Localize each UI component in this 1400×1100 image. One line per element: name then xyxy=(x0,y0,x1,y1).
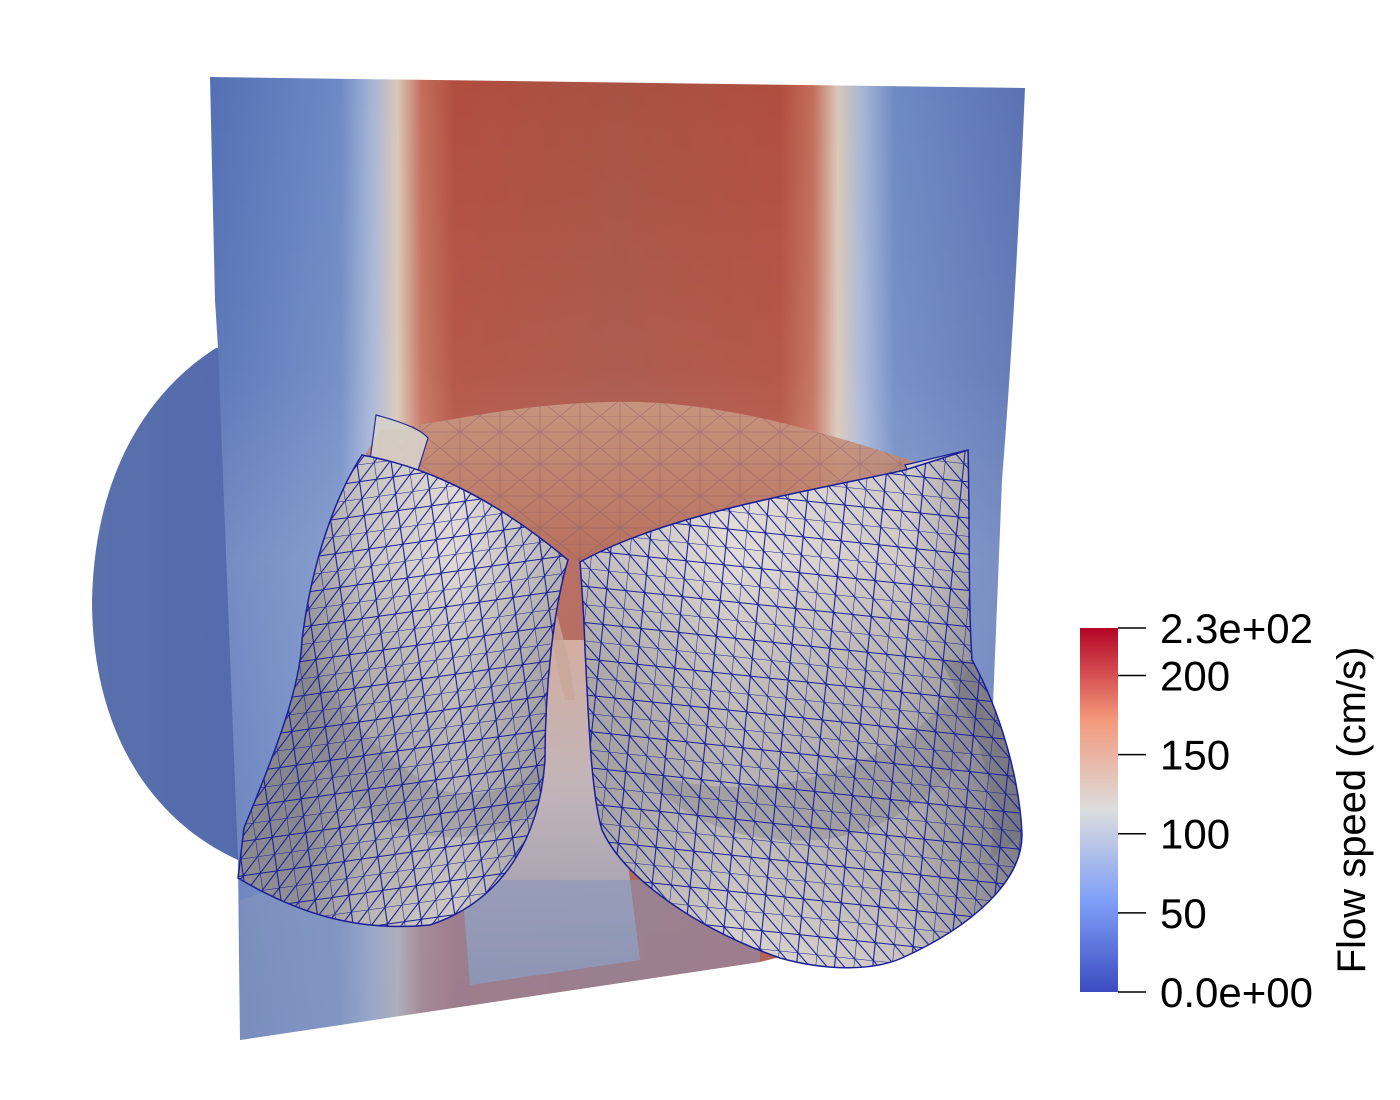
right-leaflet xyxy=(579,448,1023,969)
colorbar-tick-label: 0.0e+00 xyxy=(1160,969,1313,1016)
colorbar-gradient xyxy=(1080,628,1118,992)
colorbar-tick-label: 50 xyxy=(1160,890,1207,937)
left-rim-flap xyxy=(369,414,429,471)
colorbar-tick-label: 100 xyxy=(1160,811,1230,858)
colorbar-tick-label: 150 xyxy=(1160,732,1230,779)
colorbar-tick-label: 200 xyxy=(1160,652,1230,699)
colorbar-tick-label: 2.3e+02 xyxy=(1160,605,1313,652)
colorbar-title: Flow speed (cm/s) xyxy=(1330,647,1374,974)
